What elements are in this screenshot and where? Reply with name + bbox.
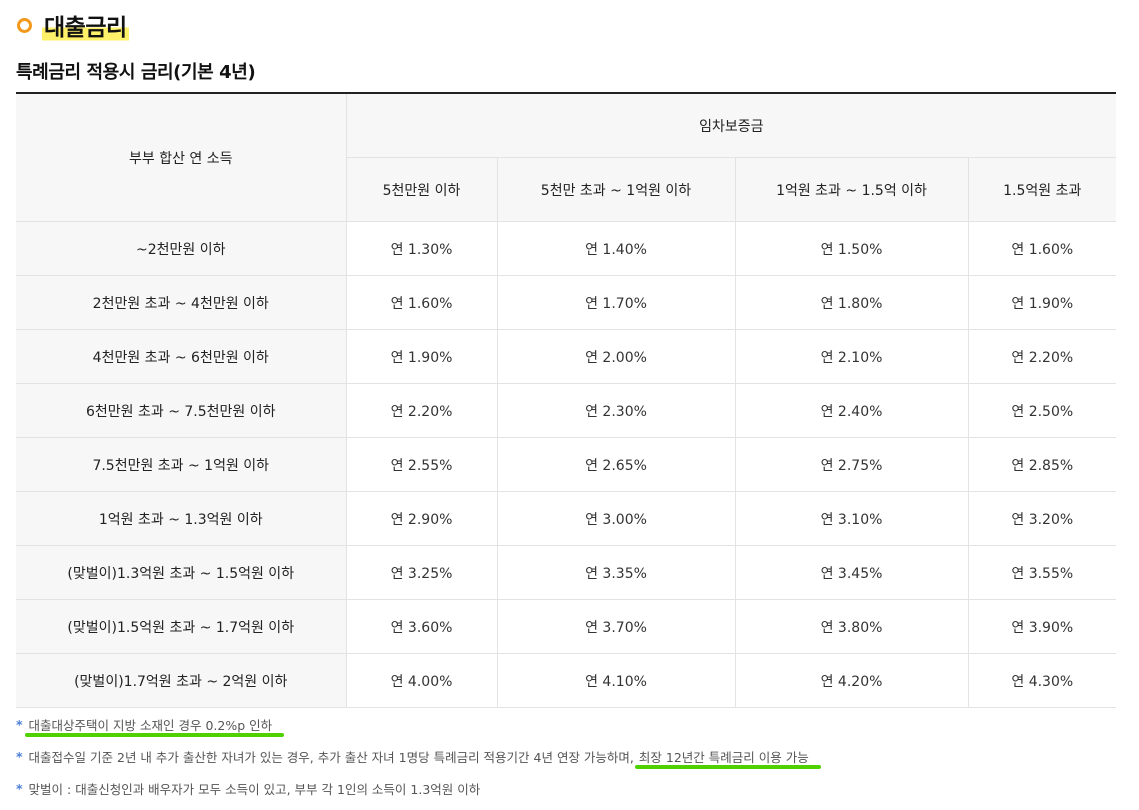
table-row: 4천만원 초과 ~ 6천만원 이하 연 1.90% 연 2.00% 연 2.10% 연 … — [16, 329, 1117, 384]
income-range-cell: (맞벌이)1.7억원 초과 ~ 2억원 이하 — [16, 653, 347, 708]
table-subheader-row: 5천만원 이하 5천만 초과 ~ 1억원 이하 1억원 초과 ~ 1.5억 이하… — [16, 157, 1117, 222]
rate-cell: 연 3.20% — [968, 491, 1117, 546]
deposit-header: 임차보증금 — [346, 92, 1117, 158]
table-row: 6천만원 초과 ~ 7.5천만원 이하 연 2.20% 연 2.30% 연 2.40%… — [16, 383, 1117, 438]
rate-cell: 연 3.00% — [497, 491, 736, 546]
note-text: 대출접수일 기준 2년 내 추가 출산한 자녀가 있는 경우, 추가 출산 자녀… — [28, 749, 634, 765]
income-header: 부부 합산 연 소득 — [16, 92, 347, 222]
table-row: (맞벌이)1.3억원 초과 ~ 1.5억원 이하 연 3.25% 연 3.35% 연 … — [16, 545, 1117, 600]
rate-cell: 연 1.40% — [497, 221, 736, 276]
note-text: 대출대상주택이 지방 소재인 경우 0.2%p 인하 — [24, 715, 284, 737]
deposit-column-header: 5천만 초과 ~ 1억원 이하 — [497, 157, 736, 222]
rate-cell: 연 1.50% — [735, 221, 969, 276]
rate-cell: 연 3.55% — [968, 545, 1117, 600]
note-item: * 대출접수일 기준 2년 내 추가 출산한 자녀가 있는 경우, 추가 출산 … — [16, 746, 1116, 769]
table-row: (맞벌이)1.5억원 초과 ~ 1.7억원 이하 연 3.60% 연 3.70% 연 … — [16, 599, 1117, 654]
rate-cell: 연 3.25% — [346, 545, 498, 600]
rate-cell: 연 1.30% — [346, 221, 498, 276]
rate-cell: 연 2.65% — [497, 437, 736, 492]
income-range-cell: (맞벌이)1.3억원 초과 ~ 1.5억원 이하 — [16, 545, 347, 600]
rate-cell: 연 2.20% — [346, 383, 498, 438]
rate-table: 부부 합산 연 소득 임차보증금 5천만원 이하 5천만 초과 ~ 1억원 이하… — [16, 92, 1117, 708]
income-range-cell: 4천만원 초과 ~ 6천만원 이하 — [16, 329, 347, 384]
rate-cell: 연 1.60% — [968, 221, 1117, 276]
table-subtitle: 특례금리 적용시 금리(기본 4년) — [16, 62, 256, 83]
rate-cell: 연 4.00% — [346, 653, 498, 708]
section-header: 대출금리 — [17, 8, 129, 42]
rate-cell: 연 3.90% — [968, 599, 1117, 654]
rate-cell: 연 2.55% — [346, 437, 498, 492]
rate-cell: 연 2.50% — [968, 383, 1117, 438]
star-icon: * — [16, 716, 23, 732]
income-range-cell: 6천만원 초과 ~ 7.5천만원 이하 — [16, 383, 347, 438]
note-text: 맞벌이 : 대출신청인과 배우자가 모두 소득이 있고, 부부 각 1인의 소득… — [28, 781, 481, 797]
rate-cell: 연 3.45% — [735, 545, 969, 600]
rate-cell: 연 3.80% — [735, 599, 969, 654]
income-range-cell: 2천만원 초과 ~ 4천만원 이하 — [16, 275, 347, 330]
deposit-column-header: 1억원 초과 ~ 1.5억 이하 — [735, 157, 969, 222]
table-header-row: 부부 합산 연 소득 임차보증금 — [16, 92, 1117, 222]
rate-cell: 연 4.30% — [968, 653, 1117, 708]
rate-cell: 연 2.30% — [497, 383, 736, 438]
rate-cell: 연 3.60% — [346, 599, 498, 654]
income-range-cell: ~2천만원 이하 — [16, 221, 347, 276]
rate-cell: 연 2.90% — [346, 491, 498, 546]
rate-cell: 연 2.20% — [968, 329, 1117, 384]
rate-cell: 연 2.40% — [735, 383, 969, 438]
note-item: * 맞벌이 : 대출신청인과 배우자가 모두 소득이 있고, 부부 각 1인의 … — [16, 778, 1116, 798]
rate-cell: 연 2.00% — [497, 329, 736, 384]
table-body: ~2천만원 이하 연 1.30% 연 1.40% 연 1.50% 연 1.60% 2천만원… — [16, 221, 1117, 708]
rate-cell: 연 2.85% — [968, 437, 1117, 492]
rate-cell: 연 1.90% — [346, 329, 498, 384]
rate-cell: 연 3.10% — [735, 491, 969, 546]
rate-cell: 연 1.70% — [497, 275, 736, 330]
table-row: 2천만원 초과 ~ 4천만원 이하 연 1.60% 연 1.70% 연 1.80% 연 … — [16, 275, 1117, 330]
table-row: 7.5천만원 초과 ~ 1억원 이하 연 2.55% 연 2.65% 연 2.75% 연… — [16, 437, 1117, 492]
rate-cell: 연 2.10% — [735, 329, 969, 384]
rate-cell: 연 3.70% — [497, 599, 736, 654]
bullet-circle-icon — [17, 17, 32, 33]
table-row: ~2천만원 이하 연 1.30% 연 1.40% 연 1.50% 연 1.60% — [16, 221, 1117, 276]
income-range-cell: 7.5천만원 초과 ~ 1억원 이하 — [16, 437, 347, 492]
section-title: 대출금리 — [42, 8, 129, 42]
income-range-cell: (맞벌이)1.5억원 초과 ~ 1.7억원 이하 — [16, 599, 347, 654]
table-row: 1억원 초과 ~ 1.3억원 이하 연 2.90% 연 3.00% 연 3.10% 연 … — [16, 491, 1117, 546]
rate-cell: 연 4.10% — [497, 653, 736, 708]
rate-cell: 연 1.90% — [968, 275, 1117, 330]
rate-cell: 연 1.60% — [346, 275, 498, 330]
notes-section: * 대출대상주택이 지방 소재인 경우 0.2%p 인하 * 대출접수일 기준 … — [16, 714, 1116, 810]
deposit-column-header: 1.5억원 초과 — [968, 157, 1117, 222]
rate-cell: 연 2.75% — [735, 437, 969, 492]
rate-cell: 연 3.35% — [497, 545, 736, 600]
note-highlight-text: 최장 12년간 특례금리 이용 가능 — [634, 747, 821, 769]
rate-cell: 연 4.20% — [735, 653, 969, 708]
star-icon: * — [16, 780, 23, 796]
income-range-cell: 1억원 초과 ~ 1.3억원 이하 — [16, 491, 347, 546]
rate-cell: 연 1.80% — [735, 275, 969, 330]
deposit-column-header: 5천만원 이하 — [346, 157, 498, 222]
note-item: * 대출대상주택이 지방 소재인 경우 0.2%p 인하 — [16, 714, 1116, 737]
table-row: (맞벌이)1.7억원 초과 ~ 2억원 이하 연 4.00% 연 4.10% 연 4.… — [16, 653, 1117, 708]
star-icon: * — [16, 748, 23, 764]
